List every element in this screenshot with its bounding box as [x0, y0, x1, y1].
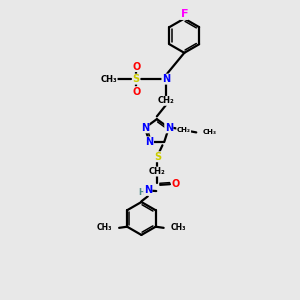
Text: S: S	[133, 74, 140, 84]
Text: N: N	[141, 123, 149, 133]
Text: N: N	[165, 123, 173, 133]
Text: CH₃: CH₃	[203, 129, 217, 135]
Text: N: N	[146, 137, 154, 147]
Text: O: O	[132, 87, 140, 97]
Text: CH₃: CH₃	[100, 75, 117, 84]
Text: CH₂: CH₂	[149, 167, 166, 176]
Text: N: N	[162, 74, 170, 84]
Text: CH₃: CH₃	[170, 223, 186, 232]
Text: N: N	[144, 185, 152, 195]
Text: O: O	[172, 179, 180, 189]
Text: CH₂: CH₂	[158, 96, 174, 105]
Text: S: S	[154, 152, 161, 162]
Text: F: F	[181, 9, 188, 20]
Text: H: H	[138, 188, 145, 197]
Text: CH₃: CH₃	[97, 223, 112, 232]
Text: O: O	[132, 61, 140, 71]
Text: CH₂: CH₂	[177, 127, 191, 133]
